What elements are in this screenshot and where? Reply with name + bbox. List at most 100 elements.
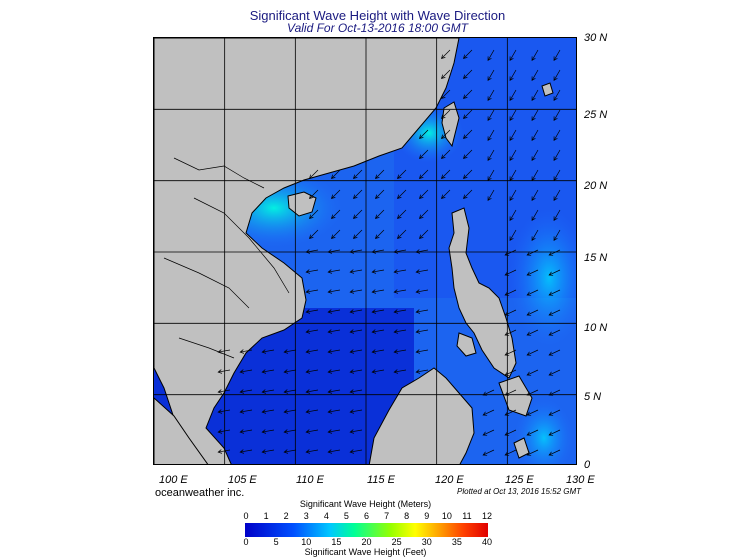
direction-arrow	[283, 449, 297, 454]
direction-arrow	[526, 369, 539, 376]
direction-arrow	[504, 389, 517, 396]
legend-feet-ticks: 0 5 10 15 20 25 30 35 40	[243, 537, 492, 549]
legend-meters-title: Significant Wave Height (Meters)	[299, 499, 432, 509]
direction-arrow	[308, 189, 319, 200]
direction-arrow	[415, 249, 429, 254]
direction-arrow	[261, 429, 275, 434]
direction-arrow	[531, 229, 539, 242]
direction-arrow	[553, 49, 561, 62]
direction-arrow	[462, 69, 473, 80]
direction-arrow	[283, 349, 297, 354]
legend-tick: 3	[303, 511, 309, 521]
lon-label: 125 E	[505, 474, 534, 486]
direction-arrow	[548, 249, 561, 256]
direction-arrow	[526, 449, 539, 456]
legend-tick: 10	[301, 537, 312, 547]
direction-arrow	[548, 269, 561, 276]
direction-arrow	[487, 69, 495, 82]
direction-arrow	[553, 189, 561, 202]
direction-arrow	[261, 409, 275, 414]
direction-arrow	[396, 189, 407, 200]
direction-arrow	[553, 89, 561, 102]
direction-arrow	[553, 109, 561, 122]
direction-arrow	[440, 169, 451, 180]
direction-arrow	[462, 189, 473, 200]
direction-arrow	[548, 349, 561, 356]
direction-arrow	[548, 289, 561, 296]
direction-arrow	[239, 389, 253, 394]
direction-arrow	[526, 349, 539, 356]
direction-arrow	[526, 409, 539, 416]
direction-arrow	[418, 149, 429, 160]
direction-arrow	[526, 309, 539, 316]
direction-arrow	[548, 409, 561, 416]
direction-arrow	[349, 269, 363, 274]
lat-label: 10 N	[584, 322, 608, 334]
direction-arrow	[283, 369, 297, 374]
direction-arrow	[305, 269, 319, 274]
direction-arrow	[217, 389, 231, 394]
direction-arrow	[462, 169, 473, 180]
direction-arrow	[261, 349, 275, 354]
legend-color-bar	[245, 523, 488, 537]
direction-arrow	[504, 449, 517, 456]
direction-arrow	[487, 149, 495, 162]
direction-arrow	[308, 229, 319, 240]
direction-arrow	[305, 409, 319, 414]
direction-arrow	[509, 229, 517, 242]
direction-arrow	[509, 109, 517, 122]
direction-arrow	[239, 369, 253, 374]
legend-tick: 30	[421, 537, 432, 547]
direction-arrow	[327, 289, 341, 294]
direction-arrow	[396, 229, 407, 240]
direction-arrow	[553, 149, 561, 162]
direction-arrow	[374, 189, 385, 200]
direction-arrow	[531, 169, 539, 182]
direction-arrow	[531, 149, 539, 162]
direction-arrow	[374, 229, 385, 240]
lat-label: 20 N	[584, 180, 608, 192]
direction-arrow	[415, 269, 429, 274]
wave-height-map	[153, 37, 577, 465]
direction-arrow	[531, 69, 539, 82]
direction-arrow	[415, 289, 429, 294]
lat-lon-grid	[154, 38, 576, 464]
lat-label: 15 N	[584, 252, 608, 264]
direction-arrow	[462, 109, 473, 120]
direction-arrow	[504, 409, 517, 416]
direction-arrow	[526, 429, 539, 436]
direction-arrow	[349, 309, 363, 314]
direction-arrow	[504, 309, 517, 316]
direction-arrow	[462, 129, 473, 140]
direction-arrow	[531, 49, 539, 62]
direction-arrow	[371, 369, 385, 374]
direction-arrow	[504, 329, 517, 336]
direction-arrow	[393, 289, 407, 294]
legend-tick: 5	[343, 511, 349, 521]
direction-arrow	[440, 129, 451, 140]
direction-arrow	[349, 429, 363, 434]
direction-arrow	[440, 69, 451, 80]
direction-arrow	[548, 369, 561, 376]
direction-arrow	[239, 409, 253, 414]
map-title: Significant Wave Height with Wave Direct…	[249, 8, 506, 23]
direction-arrow	[305, 249, 319, 254]
direction-arrow	[526, 329, 539, 336]
direction-arrow	[509, 129, 517, 142]
direction-arrow	[283, 389, 297, 394]
direction-arrow	[349, 349, 363, 354]
direction-arrow	[352, 209, 363, 220]
direction-arrow	[305, 449, 319, 454]
direction-arrow	[462, 89, 473, 100]
direction-arrow	[352, 189, 363, 200]
direction-arrow	[371, 249, 385, 254]
direction-arrow	[330, 229, 341, 240]
direction-arrow	[349, 409, 363, 414]
direction-arrow	[526, 249, 539, 256]
direction-arrow	[509, 149, 517, 162]
direction-arrow	[440, 49, 451, 60]
direction-arrow	[415, 349, 429, 354]
lat-label: 25 N	[584, 109, 608, 121]
direction-arrow	[374, 209, 385, 220]
direction-arrow	[371, 269, 385, 274]
